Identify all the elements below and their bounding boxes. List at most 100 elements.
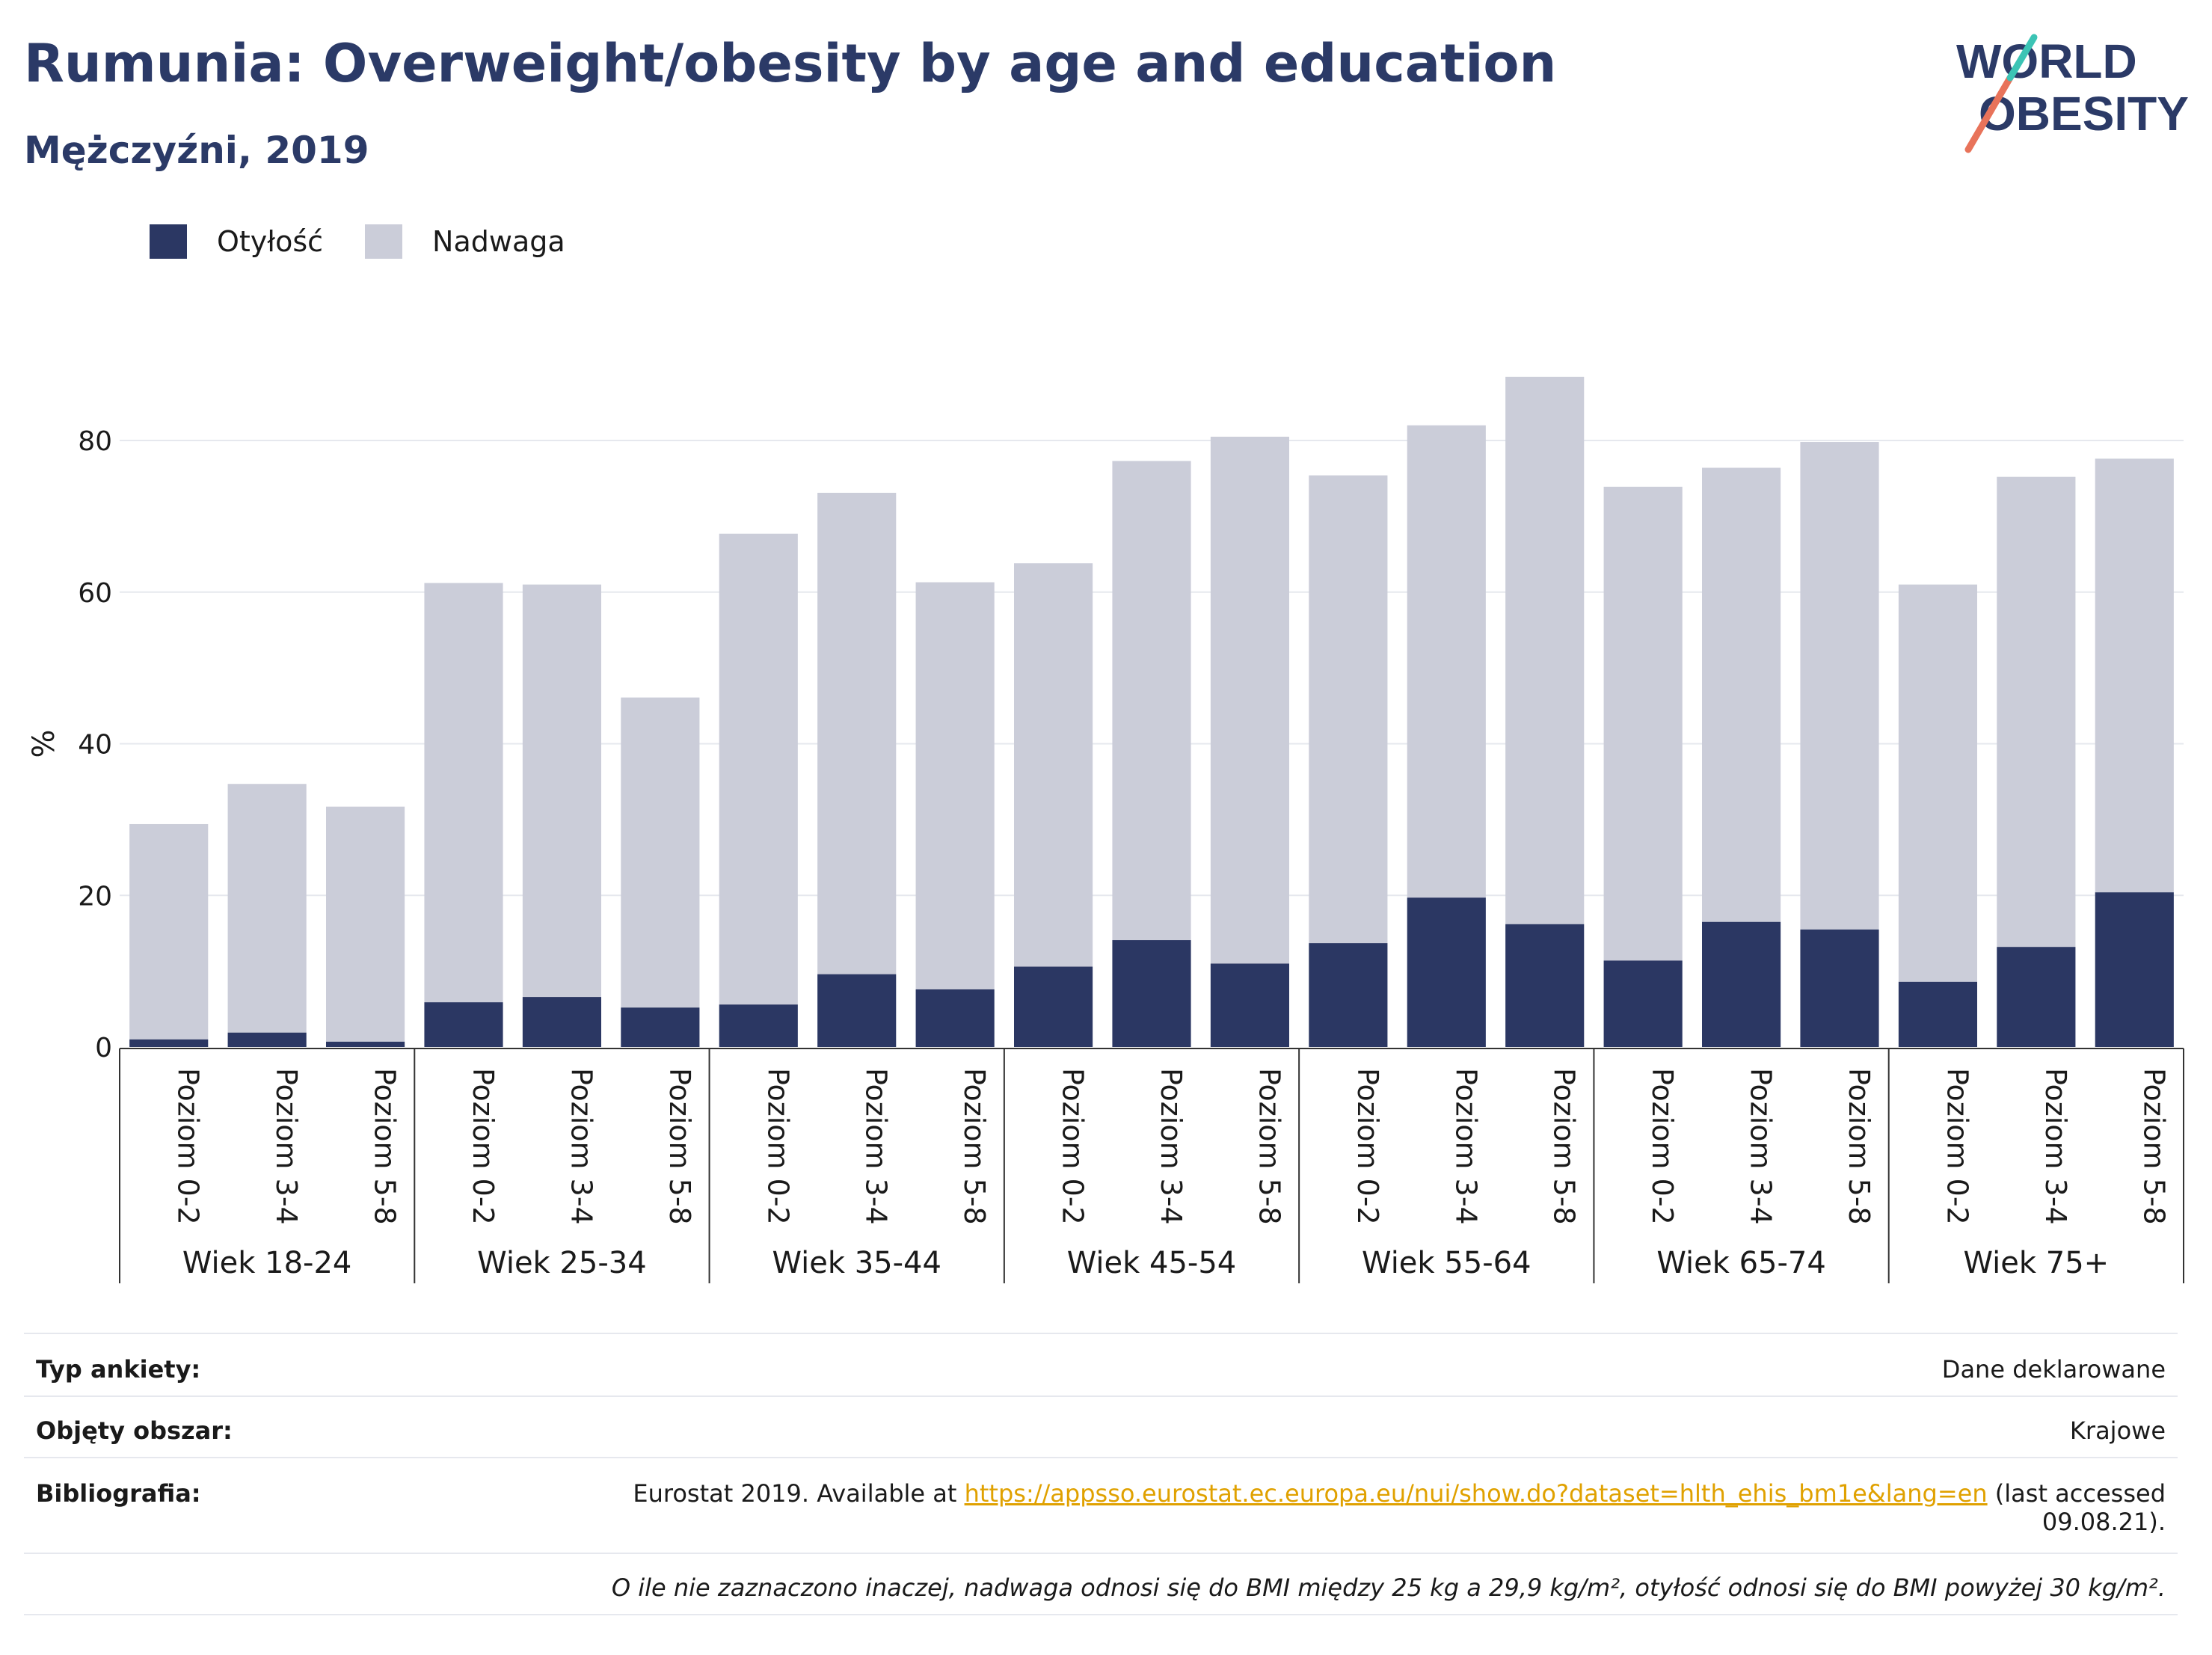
divider — [24, 1553, 2178, 1554]
bar-obesity — [129, 1039, 209, 1047]
bar-obesity — [1603, 960, 1683, 1047]
y-tick-label: 40 — [78, 730, 112, 761]
x-subcategory-label: Poziom 0-2 — [761, 1068, 794, 1225]
bar-obesity — [1505, 924, 1585, 1047]
divider — [24, 1457, 2178, 1458]
bar-obesity — [1898, 981, 1977, 1047]
bar-overweight — [719, 533, 798, 1005]
x-group-label: Wiek 75+ — [1964, 1246, 2110, 1280]
legend-item-obesity: Otyłość — [150, 224, 323, 259]
bar-overweight — [129, 823, 209, 1040]
bar-overweight — [1702, 467, 1781, 922]
legend-swatch-obesity — [150, 224, 187, 259]
bar-overweight — [2095, 458, 2174, 893]
bar-overweight — [621, 697, 700, 1008]
x-subcategory-label: Poziom 3-4 — [2039, 1068, 2072, 1225]
x-subcategory-label: Poziom 5-8 — [369, 1068, 402, 1225]
x-group-label: Wiek 25-34 — [477, 1246, 647, 1280]
footnote: O ile nie zaznaczono inaczej, nadwaga od… — [611, 1573, 2166, 1602]
bar-overweight — [1014, 563, 1093, 967]
world-obesity-logo: WORLD OBESITY — [1956, 34, 2189, 153]
x-subcategory-label: Poziom 3-4 — [1155, 1068, 1188, 1225]
bar-obesity — [1309, 943, 1388, 1047]
bar-overweight — [1112, 461, 1191, 941]
divider — [24, 1614, 2178, 1615]
y-tick-label: 20 — [78, 881, 112, 912]
logo-slash-teal — [2006, 34, 2038, 82]
bar-overweight — [915, 582, 995, 989]
bar-overweight — [326, 806, 405, 1042]
x-subcategory-label: Poziom 3-4 — [565, 1068, 597, 1225]
bar-obesity — [915, 989, 995, 1047]
bar-overweight — [1603, 486, 1683, 961]
bar-overweight — [1997, 476, 2076, 948]
bibliography-date: 09.08.21). — [2042, 1508, 2166, 1536]
x-group-label: Wiek 65-74 — [1656, 1246, 1826, 1280]
bar-obesity — [1997, 947, 2076, 1047]
bar-obesity — [817, 974, 897, 1047]
divider — [24, 1333, 2178, 1334]
legend-label-overweight: Nadwaga — [432, 225, 565, 258]
x-subcategory-label: Poziom 5-8 — [1253, 1068, 1285, 1225]
survey-type-label: Typ ankiety: — [36, 1355, 201, 1384]
x-subcategory-label: Poziom 3-4 — [1745, 1068, 1778, 1225]
x-subcategory-label: Poziom 5-8 — [958, 1068, 991, 1225]
y-tick-label: 80 — [78, 426, 112, 457]
chart-legend: Otyłość Nadwaga — [150, 223, 607, 260]
x-subcategory-label: Poziom 0-2 — [1941, 1068, 1973, 1225]
bar-obesity — [1702, 921, 1781, 1047]
x-subcategory-label: Poziom 5-8 — [1843, 1068, 1875, 1225]
area-label: Objęty obszar: — [36, 1416, 233, 1445]
y-tick-label: 0 — [95, 1033, 112, 1063]
area-value: Krajowe — [2069, 1416, 2166, 1445]
x-subcategory-label: Poziom 0-2 — [1351, 1068, 1384, 1225]
bibliography-link[interactable]: https://appsso.eurostat.ec.europa.eu/nui… — [964, 1479, 1988, 1508]
bibliography-label: Bibliografia: — [36, 1479, 201, 1508]
stacked-bar-chart: 0 20 40 60 80% Poziom 0-2 Poziom 3-4 Poziom 5-8… — [27, 376, 2184, 1283]
bar-overweight — [522, 584, 601, 998]
x-subcategory-label: Poziom 0-2 — [1646, 1068, 1679, 1225]
legend-swatch-overweight — [365, 224, 403, 259]
x-subcategory-label: Poziom 3-4 — [860, 1068, 893, 1225]
logo-line-1: WORLD — [1956, 34, 2137, 88]
y-tick-label: 60 — [78, 578, 112, 609]
legend-item-overweight: Nadwaga — [365, 224, 565, 259]
bar-obesity — [2095, 892, 2174, 1047]
bar-overweight — [817, 492, 897, 974]
bar-obesity — [1800, 929, 1879, 1047]
x-group-label: Wiek 55-64 — [1362, 1246, 1531, 1280]
bibliography-prefix: Eurostat 2019. Available at — [633, 1479, 957, 1508]
x-subcategory-label: Poziom 0-2 — [172, 1068, 205, 1225]
bar-overweight — [424, 583, 503, 1003]
bar-overweight — [1505, 376, 1585, 924]
bar-overweight — [1407, 425, 1486, 898]
x-group-label: Wiek 18-24 — [182, 1246, 352, 1280]
bar-overweight — [1898, 584, 1977, 982]
y-axis-label: % — [27, 729, 61, 758]
bar-obesity — [522, 997, 601, 1047]
bar-obesity — [719, 1004, 798, 1047]
x-group-label: Wiek 45-54 — [1067, 1246, 1237, 1280]
x-subcategory-label: Poziom 3-4 — [270, 1068, 303, 1225]
x-subcategory-label: Poziom 5-8 — [1548, 1068, 1581, 1225]
x-subcategory-label: Poziom 5-8 — [663, 1068, 696, 1225]
bar-obesity — [1014, 966, 1093, 1047]
divider — [24, 1395, 2178, 1397]
bar-overweight — [1210, 436, 1289, 964]
bibliography-suffix: (last accessed — [1994, 1479, 2166, 1508]
bar-obesity — [424, 1002, 503, 1047]
logo-line-2: OBESITY — [1979, 87, 2189, 141]
page-title: Rumunia: Overweight/obesity by age and e… — [24, 33, 1557, 94]
x-subcategory-label: Poziom 0-2 — [467, 1068, 500, 1225]
bar-overweight — [1309, 475, 1388, 944]
bar-obesity — [326, 1041, 405, 1047]
bar-overweight — [1800, 442, 1879, 930]
bar-obesity — [227, 1032, 307, 1047]
page-subtitle: Mężczyźni, 2019 — [24, 129, 369, 172]
bar-obesity — [1407, 897, 1486, 1047]
x-subcategory-label: Poziom 5-8 — [2137, 1068, 2170, 1225]
x-group-label: Wiek 35-44 — [772, 1246, 941, 1280]
bar-obesity — [621, 1007, 700, 1047]
bar-obesity — [1210, 963, 1289, 1047]
legend-label-obesity: Otyłość — [217, 225, 324, 258]
